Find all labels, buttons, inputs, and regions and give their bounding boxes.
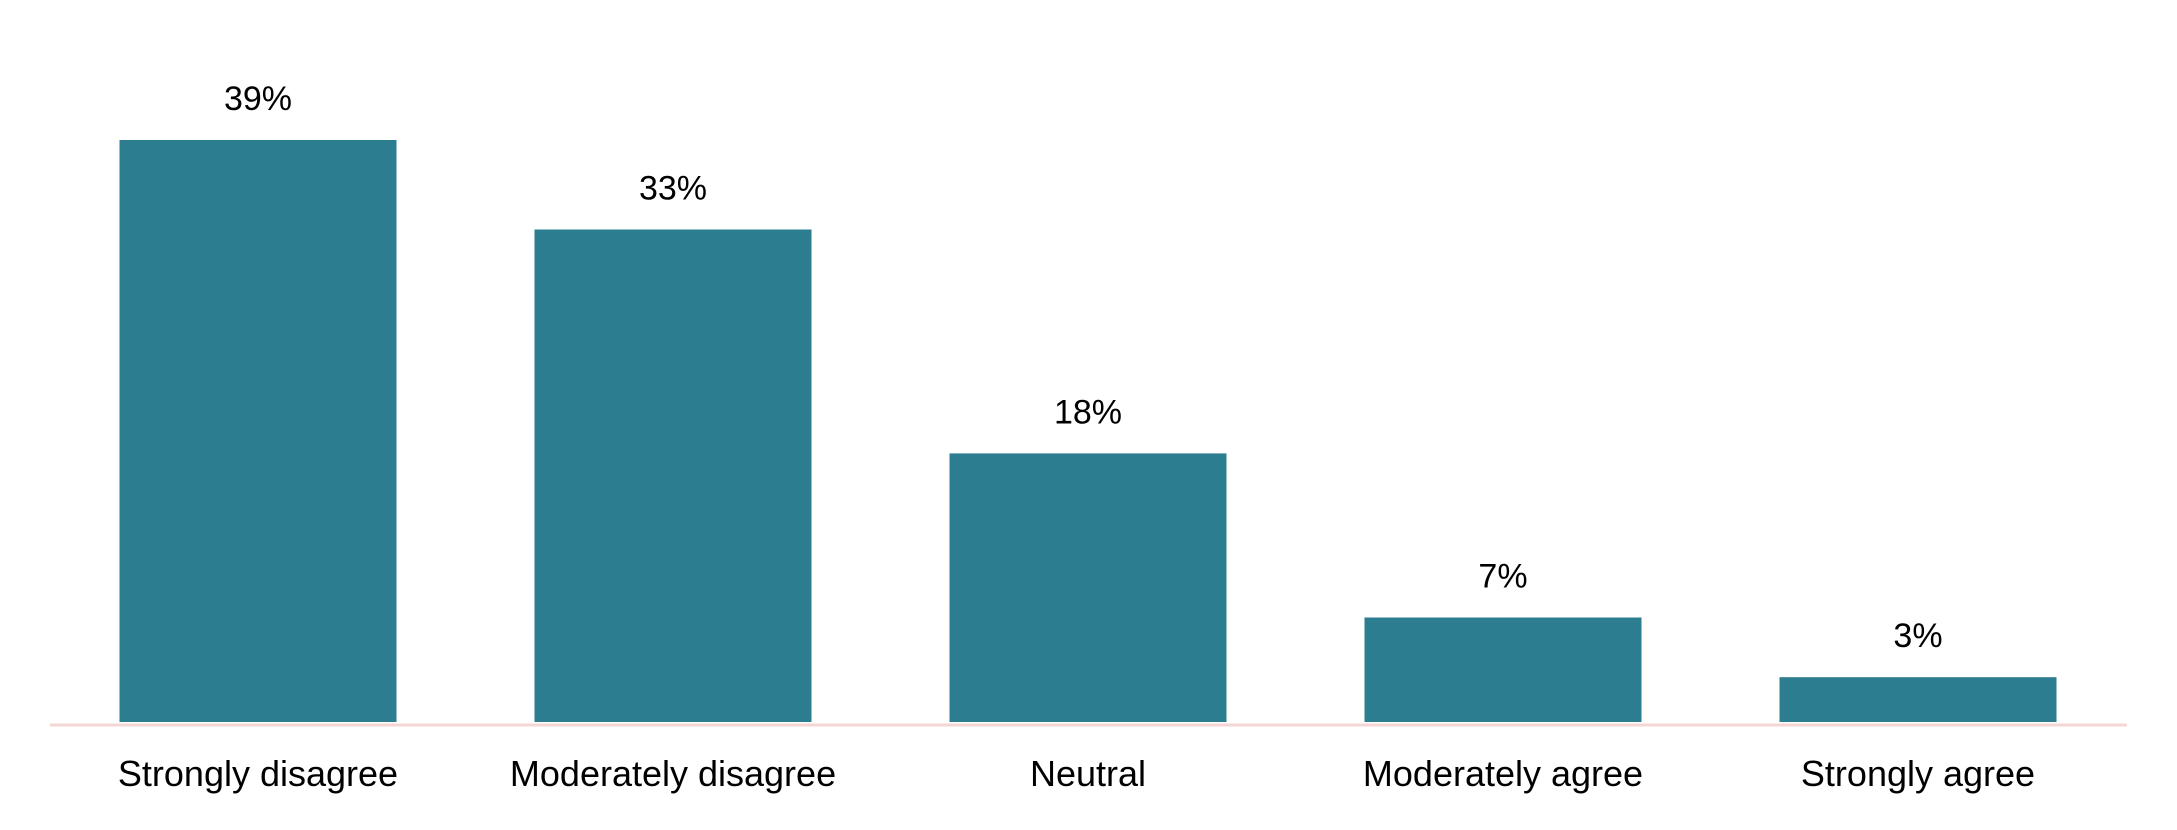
data-label-moderately-disagree: 33% <box>639 170 707 208</box>
category-label-neutral: Neutral <box>1030 753 1146 794</box>
category-label-strongly-disagree: Strongly disagree <box>118 753 398 794</box>
data-label-strongly-disagree: 39% <box>224 80 292 118</box>
bars-layer <box>119 140 2057 722</box>
data-label-strongly-agree: 3% <box>1893 617 1942 655</box>
category-labels-layer: Strongly disagree Moderately disagree Neut… <box>118 753 2035 794</box>
data-label-moderately-agree: 7% <box>1478 558 1527 596</box>
bar-strongly-disagree <box>119 140 397 722</box>
bar-moderately-disagree <box>534 229 812 722</box>
value-labels-layer: 39% 33% 18% 7% 3% <box>224 80 1943 655</box>
data-label-neutral: 18% <box>1054 393 1122 431</box>
category-label-strongly-agree: Strongly agree <box>1801 753 2035 794</box>
bar-strongly-agree <box>1779 677 2057 722</box>
category-label-moderately-agree: Moderately agree <box>1363 753 1643 794</box>
bar-neutral <box>949 453 1227 722</box>
bar-moderately-agree <box>1364 617 1642 722</box>
category-label-moderately-disagree: Moderately disagree <box>510 753 836 794</box>
